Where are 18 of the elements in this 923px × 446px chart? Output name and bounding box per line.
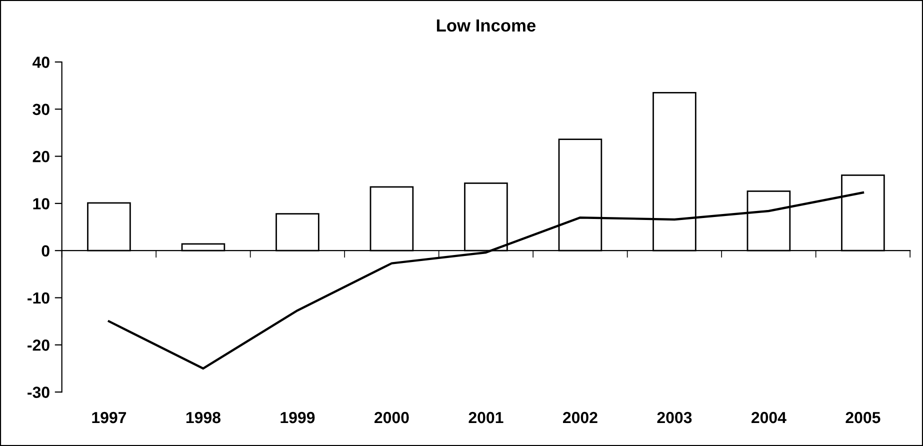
y-tick-label: 0 (42, 245, 50, 257)
y-tick-label: 30 (32, 104, 50, 116)
x-tick-label: 1999 (280, 412, 315, 424)
y-tick-label: 20 (32, 150, 50, 162)
x-tick-label: 1997 (92, 412, 126, 424)
x-tick-label: 2005 (846, 412, 880, 424)
x-tick-label: 2002 (563, 412, 598, 424)
y-tick-label: -20 (28, 340, 50, 351)
x-tick-label: 2003 (657, 412, 692, 424)
x-tick-label: 2004 (751, 412, 786, 424)
y-tick-label: -10 (28, 292, 50, 304)
chart-title: Low Income (436, 19, 536, 32)
y-tick-label: 40 (32, 56, 50, 68)
x-tick-label: 2001 (468, 412, 504, 424)
x-tick-label: 1998 (186, 412, 220, 424)
y-tick-label: -30 (28, 386, 50, 398)
x-tick-label: 2000 (374, 412, 409, 424)
y-tick-label: 10 (33, 198, 50, 210)
